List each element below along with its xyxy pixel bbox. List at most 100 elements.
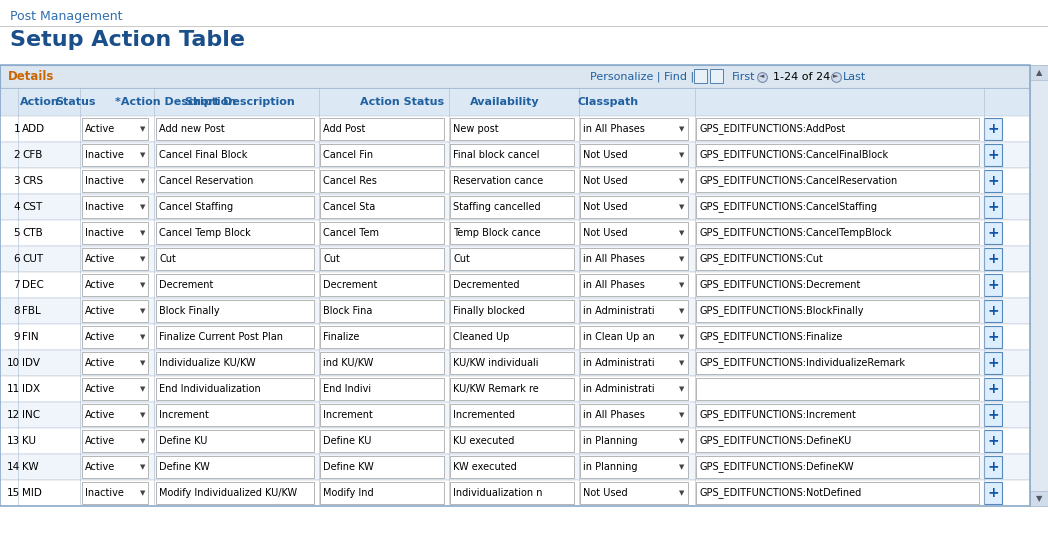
Bar: [696, 196, 979, 218]
Text: +: +: [987, 460, 999, 474]
Bar: [450, 274, 574, 296]
Bar: [696, 274, 979, 296]
Text: ▼: ▼: [679, 490, 684, 496]
Text: ▼: ▼: [679, 334, 684, 340]
Bar: [320, 222, 444, 244]
Text: ▼: ▼: [140, 204, 146, 210]
Text: Post Management: Post Management: [10, 10, 123, 23]
Text: ▼: ▼: [679, 230, 684, 236]
Text: Active: Active: [85, 358, 115, 368]
Text: in All Phases: in All Phases: [583, 254, 645, 264]
Bar: [450, 196, 574, 218]
Text: ▼: ▼: [679, 256, 684, 262]
Bar: [1030, 65, 1048, 506]
Bar: [320, 482, 444, 504]
Bar: [580, 170, 687, 192]
Text: IDX: IDX: [22, 384, 40, 394]
Bar: [320, 378, 444, 400]
Bar: [0, 402, 1030, 428]
Text: Not Used: Not Used: [583, 202, 628, 212]
Text: End Individualization: End Individualization: [159, 384, 261, 394]
Bar: [0, 376, 1030, 402]
Bar: [984, 274, 1002, 296]
Text: 15: 15: [6, 488, 20, 498]
Text: Block Finally: Block Finally: [159, 306, 220, 316]
Text: 3: 3: [14, 176, 20, 186]
Bar: [450, 456, 574, 478]
Text: Personalize | Find |: Personalize | Find |: [590, 71, 694, 82]
Bar: [320, 144, 444, 166]
Text: ADD: ADD: [22, 124, 45, 134]
Text: Cancel Reservation: Cancel Reservation: [159, 176, 254, 186]
Bar: [156, 456, 314, 478]
Text: Modify Individualized KU/KW: Modify Individualized KU/KW: [159, 488, 298, 498]
Text: Not Used: Not Used: [583, 176, 628, 186]
Text: ▼: ▼: [679, 412, 684, 418]
Text: End Indivi: End Indivi: [323, 384, 371, 394]
Text: ▼: ▼: [140, 386, 146, 392]
Bar: [320, 118, 444, 140]
Text: Cancel Tem: Cancel Tem: [323, 228, 379, 238]
Text: Define KU: Define KU: [323, 436, 371, 446]
Bar: [450, 144, 574, 166]
Bar: [82, 352, 148, 374]
Text: Cancel Final Block: Cancel Final Block: [159, 150, 247, 160]
Text: Cancel Res: Cancel Res: [323, 176, 377, 186]
Bar: [450, 430, 574, 452]
Text: GPS_EDITFUNCTIONS:Finalize: GPS_EDITFUNCTIONS:Finalize: [699, 331, 843, 342]
Bar: [696, 144, 979, 166]
Bar: [580, 222, 687, 244]
Bar: [450, 300, 574, 322]
Bar: [696, 326, 979, 348]
Text: +: +: [987, 252, 999, 266]
Text: KU: KU: [22, 436, 36, 446]
Bar: [156, 170, 314, 192]
Bar: [450, 404, 574, 426]
Text: Increment: Increment: [159, 410, 209, 420]
Bar: [82, 430, 148, 452]
Text: Staffing cancelled: Staffing cancelled: [453, 202, 541, 212]
Bar: [156, 248, 314, 270]
Text: ▼: ▼: [679, 360, 684, 366]
Text: Decremented: Decremented: [453, 280, 520, 290]
Text: Cleaned Up: Cleaned Up: [453, 332, 509, 342]
Bar: [696, 300, 979, 322]
Bar: [0, 65, 1030, 506]
Bar: [320, 274, 444, 296]
Text: Cancel Fin: Cancel Fin: [323, 150, 373, 160]
Text: ▼: ▼: [140, 438, 146, 444]
Bar: [82, 274, 148, 296]
Text: GPS_EDITFUNCTIONS:CancelStaffing: GPS_EDITFUNCTIONS:CancelStaffing: [699, 201, 877, 213]
Bar: [0, 454, 1030, 480]
Text: New post: New post: [453, 124, 499, 134]
Bar: [82, 404, 148, 426]
Bar: [696, 170, 979, 192]
Bar: [0, 168, 1030, 194]
Bar: [0, 272, 1030, 298]
Text: GPS_EDITFUNCTIONS:CancelReservation: GPS_EDITFUNCTIONS:CancelReservation: [699, 175, 897, 186]
Text: Final block cancel: Final block cancel: [453, 150, 540, 160]
Text: Incremented: Incremented: [453, 410, 515, 420]
Bar: [1030, 491, 1048, 506]
Text: ▼: ▼: [140, 308, 146, 314]
Bar: [156, 144, 314, 166]
Bar: [984, 196, 1002, 218]
Text: CTB: CTB: [22, 228, 43, 238]
Text: in All Phases: in All Phases: [583, 124, 645, 134]
Text: in Administrati: in Administrati: [583, 358, 655, 368]
Text: Active: Active: [85, 436, 115, 446]
Text: Cancel Staffing: Cancel Staffing: [159, 202, 233, 212]
Text: Not Used: Not Used: [583, 150, 628, 160]
Text: in Administrati: in Administrati: [583, 306, 655, 316]
Text: Define KW: Define KW: [323, 462, 374, 472]
Bar: [1030, 65, 1048, 80]
Text: ▼: ▼: [679, 152, 684, 158]
Text: +: +: [987, 226, 999, 240]
Bar: [984, 144, 1002, 166]
Bar: [0, 142, 1030, 168]
Text: GPS_EDITFUNCTIONS:CancelFinalBlock: GPS_EDITFUNCTIONS:CancelFinalBlock: [699, 149, 888, 160]
Text: KW: KW: [22, 462, 39, 472]
Text: GPS_EDITFUNCTIONS:AddPost: GPS_EDITFUNCTIONS:AddPost: [699, 124, 846, 134]
Bar: [580, 248, 687, 270]
Text: KU/KW Remark re: KU/KW Remark re: [453, 384, 539, 394]
